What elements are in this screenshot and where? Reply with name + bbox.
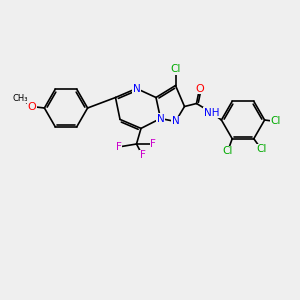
Text: F: F [150, 139, 156, 149]
Text: Cl: Cl [170, 64, 181, 74]
Text: N: N [157, 113, 164, 124]
Text: Cl: Cl [223, 146, 233, 156]
Text: O: O [195, 83, 204, 94]
Text: O: O [27, 101, 36, 112]
Text: N: N [133, 83, 140, 94]
Text: Cl: Cl [271, 116, 281, 127]
Text: CH₃: CH₃ [13, 94, 28, 103]
Text: N: N [172, 116, 179, 127]
Text: F: F [116, 142, 122, 152]
Text: Cl: Cl [256, 144, 266, 154]
Text: NH: NH [204, 107, 219, 118]
Text: F: F [140, 150, 146, 161]
